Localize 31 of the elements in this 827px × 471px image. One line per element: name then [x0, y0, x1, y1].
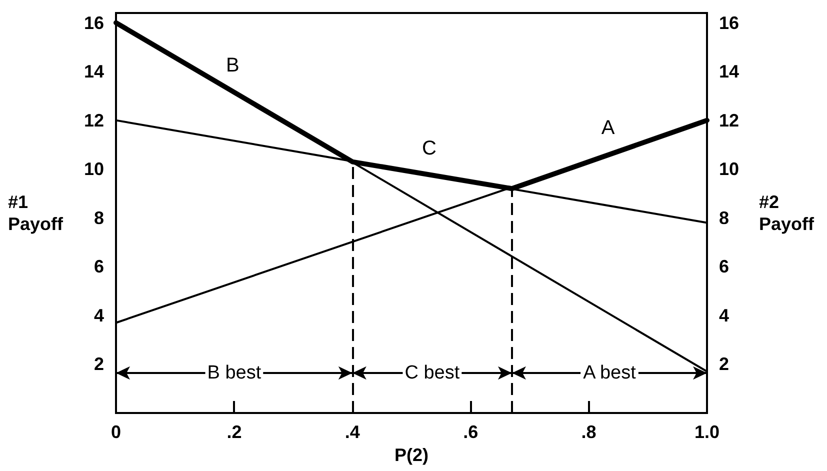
y2-tick-label: 10	[719, 159, 740, 180]
y2-tick-label: 14	[719, 62, 740, 82]
x-tick-label: .8	[581, 422, 596, 442]
y-tick-label: 16	[84, 12, 104, 33]
y2-tick-label: 2	[719, 354, 730, 374]
y-tick-label: 4	[94, 305, 104, 326]
x-tick-label: .6	[463, 422, 478, 442]
y-tick-label: 10	[84, 159, 104, 180]
series-label: C	[422, 138, 436, 160]
annotation: B best	[207, 362, 262, 384]
x-tick-label: .2	[226, 422, 242, 442]
y-tick-label: 6	[94, 256, 104, 277]
y-tick-label: 8	[94, 208, 104, 228]
series-label: B	[226, 54, 240, 77]
y2-tick-label: 16	[719, 12, 740, 33]
x-axis-title: P(2)	[394, 444, 429, 465]
y2-tick-label: 4	[719, 305, 730, 326]
y-tick-label: 2	[94, 354, 104, 374]
x-tick-label: 0	[110, 422, 122, 442]
series-label: A	[601, 117, 616, 140]
y2-tick-label: 8	[719, 208, 730, 228]
annotation: A best	[583, 362, 637, 384]
annotation: C best	[404, 362, 460, 384]
y-tick-label: 14	[84, 62, 104, 82]
y2-tick-label: 12	[719, 110, 740, 130]
y2-tick-label: 6	[719, 256, 730, 277]
x-tick-label: .4	[344, 422, 360, 442]
y-tick-label: 12	[84, 110, 104, 130]
y-axis-title: #1 Payoff	[8, 192, 64, 234]
y2-axis-title: #2 Payoff	[759, 192, 816, 234]
x-tick-label: 1.0	[694, 422, 720, 442]
